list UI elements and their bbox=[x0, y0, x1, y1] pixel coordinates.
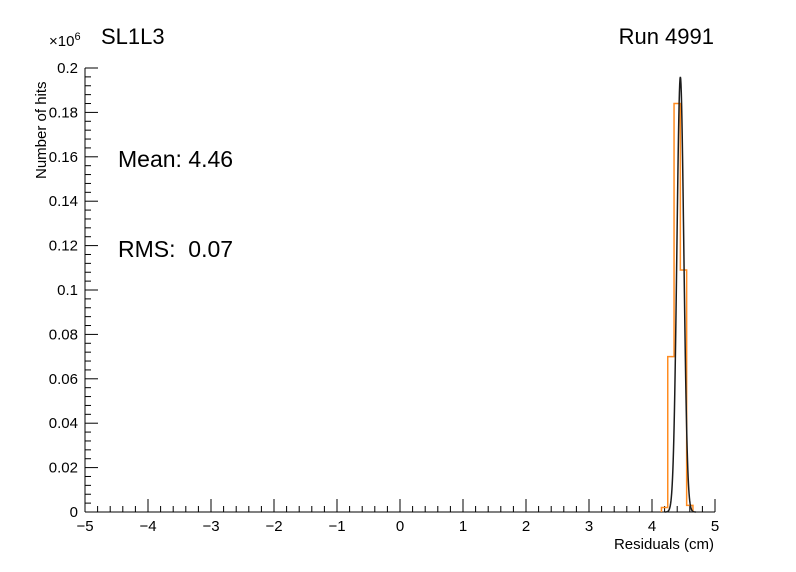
y-axis-scale-factor: ×106 bbox=[49, 31, 81, 50]
svg-text:−5: −5 bbox=[76, 518, 93, 535]
y-scale-exponent: 6 bbox=[74, 31, 81, 43]
svg-text:4: 4 bbox=[648, 518, 656, 535]
svg-text:3: 3 bbox=[585, 518, 593, 535]
svg-text:0.14: 0.14 bbox=[49, 193, 78, 210]
svg-text:0.02: 0.02 bbox=[49, 460, 78, 477]
svg-text:0.04: 0.04 bbox=[49, 415, 78, 432]
x-axis-label: Residuals (cm) bbox=[613, 536, 714, 553]
svg-text:0.18: 0.18 bbox=[49, 104, 78, 121]
stats-mean: Mean: 4.46 bbox=[118, 146, 234, 172]
svg-text:0: 0 bbox=[396, 518, 404, 535]
svg-text:0.1: 0.1 bbox=[57, 282, 78, 299]
svg-text:0.16: 0.16 bbox=[49, 149, 78, 166]
svg-text:0.06: 0.06 bbox=[49, 371, 78, 388]
stats-rms: RMS: 0.07 bbox=[118, 236, 234, 262]
gaussian-fit-curve bbox=[664, 76, 696, 513]
svg-text:−1: −1 bbox=[328, 518, 345, 535]
stats-box: Mean: 4.46 RMS: 0.07 bbox=[118, 84, 233, 324]
svg-text:−4: −4 bbox=[139, 518, 156, 535]
run-label: Run 4991 bbox=[618, 24, 714, 49]
svg-text:−2: −2 bbox=[265, 518, 282, 535]
plot-title: SL1L3 bbox=[101, 24, 165, 49]
svg-text:0.2: 0.2 bbox=[57, 60, 78, 77]
y-scale-base: ×10 bbox=[49, 33, 75, 50]
svg-text:1: 1 bbox=[459, 518, 467, 535]
histogram-series bbox=[660, 102, 694, 512]
svg-text:5: 5 bbox=[711, 518, 719, 535]
svg-text:0: 0 bbox=[70, 504, 78, 521]
svg-text:0.08: 0.08 bbox=[49, 326, 78, 343]
svg-text:0.12: 0.12 bbox=[49, 238, 78, 255]
svg-text:2: 2 bbox=[522, 518, 530, 535]
svg-text:−3: −3 bbox=[202, 518, 219, 535]
